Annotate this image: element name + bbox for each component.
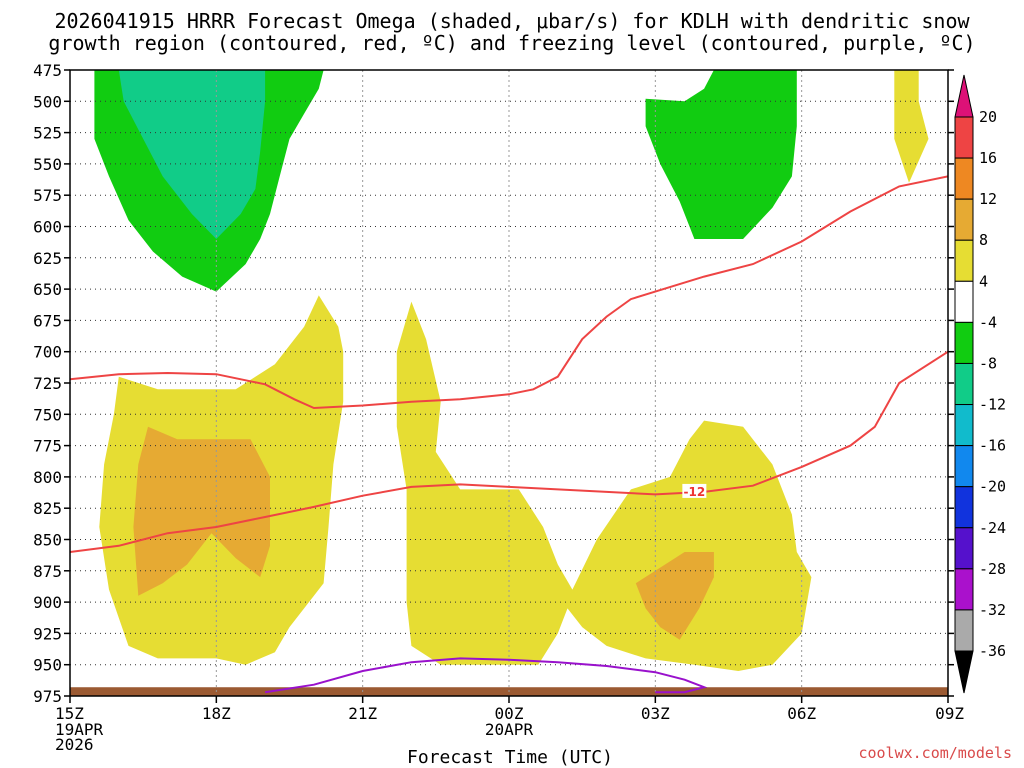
plot-area: -12 <box>70 70 948 696</box>
chart-title-line1: 2026041915 HRRR Forecast Omega (shaded, … <box>54 9 970 33</box>
colorbar-band-1 <box>954 157 974 200</box>
colorbar-band-12 <box>954 609 974 652</box>
ytick-label-850: 850 <box>33 531 62 550</box>
credit-text: coolwx.com/models <box>858 744 1012 762</box>
dgz-minus12-lower <box>70 350 948 553</box>
colorbar-label-9: -20 <box>979 478 1006 496</box>
ytick-label-575: 575 <box>33 186 62 205</box>
colorbar-band-6 <box>954 362 974 406</box>
colorbar-band-9 <box>954 486 974 529</box>
ytick-label-775: 775 <box>33 437 62 456</box>
xtick-label-18Z: 18Z <box>202 704 231 723</box>
colorbar-top-arrow <box>954 74 974 118</box>
omega-lower-left-orange <box>133 426 270 596</box>
colorbar-label-2: 12 <box>979 190 997 208</box>
omega-lower-mid-orange <box>635 552 714 640</box>
colorbar-label-10: -24 <box>979 519 1006 537</box>
colorbar-label-7: -12 <box>979 396 1006 414</box>
xtick-sublabel-15Z-1: 2026 <box>55 735 94 754</box>
colorbar-band-4 <box>954 280 974 323</box>
axes: 475 500 525 550 575 600 625 650 675 700 725 750 775 8… <box>33 61 964 754</box>
ytick-label-550: 550 <box>33 155 62 174</box>
omega-downstream-green <box>645 70 797 239</box>
ytick-label-525: 525 <box>33 124 62 143</box>
colorbar-band-8 <box>954 445 974 488</box>
ytick-label-725: 725 <box>33 374 62 393</box>
dgz-minus12-upper <box>70 175 948 410</box>
colorbar-label-4: 4 <box>979 272 988 290</box>
ytick-label-700: 700 <box>33 343 62 362</box>
colorbar-band-11 <box>954 568 974 611</box>
dgz-minus12-lower-label: -12 <box>684 485 706 499</box>
colorbar-band-7 <box>954 404 974 447</box>
ytick-label-950: 950 <box>33 656 62 675</box>
colorbar-band-2 <box>954 198 974 241</box>
colorbar-band-0 <box>954 116 974 159</box>
omega-upper-yellow <box>894 70 929 183</box>
colorbar-label-11: -28 <box>979 560 1006 578</box>
colorbar-band-5 <box>954 321 974 364</box>
colorbar-label-5: -4 <box>979 313 997 331</box>
xtick-sublabel-00Z-0: 20APR <box>485 720 534 739</box>
xtick-label-21Z: 21Z <box>348 704 377 723</box>
ytick-label-475: 475 <box>33 61 62 80</box>
dgz-minus12-lower-label-bg <box>682 483 707 498</box>
colorbar: 20 16 12 8 4 -4 -8 -12 -16 -20 -24 -28 -32 -36 <box>954 74 1006 694</box>
colorbar-label-1: 16 <box>979 149 997 167</box>
xtick-label-03Z: 03Z <box>641 704 670 723</box>
ytick-label-600: 600 <box>33 218 62 237</box>
xtick-label-09Z: 09Z <box>935 704 964 723</box>
ytick-label-650: 650 <box>33 280 62 299</box>
ytick-label-925: 925 <box>33 624 62 643</box>
plot-inner: -12 <box>70 70 948 696</box>
xtick-label-00Z: 00Z <box>495 704 524 723</box>
ytick-label-975: 975 <box>33 687 62 706</box>
chart-title-line2: growth region (contoured, red, ºC) and f… <box>48 31 975 55</box>
x-axis-label: Forecast Time (UTC) <box>407 747 613 768</box>
colorbar-band-10 <box>954 527 974 570</box>
freezing-level-0 <box>264 657 708 694</box>
colorbar-bottom-arrow <box>954 650 974 694</box>
colorbar-label-3: 8 <box>979 231 988 249</box>
colorbar-label-0: 20 <box>979 108 997 126</box>
ytick-label-900: 900 <box>33 593 62 612</box>
ytick-label-500: 500 <box>33 92 62 111</box>
colorbar-label-8: -16 <box>979 437 1006 455</box>
colorbar-label-6: -8 <box>979 354 997 372</box>
ytick-label-675: 675 <box>33 311 62 330</box>
ytick-label-800: 800 <box>33 468 62 487</box>
colorbar-band-3 <box>954 239 974 282</box>
xtick-sublabel-15Z-0: 19APR <box>55 720 104 739</box>
ytick-label-750: 750 <box>33 405 62 424</box>
ytick-label-825: 825 <box>33 499 62 518</box>
omega-upstream-teal <box>118 70 266 239</box>
colorbar-label-13: -36 <box>979 642 1006 660</box>
ytick-label-875: 875 <box>33 562 62 581</box>
xtick-label-15Z: 15Z <box>55 704 84 723</box>
colorbar-label-12: -32 <box>979 601 1006 619</box>
ytick-label-625: 625 <box>33 249 62 268</box>
xtick-label-06Z: 06Z <box>787 704 816 723</box>
